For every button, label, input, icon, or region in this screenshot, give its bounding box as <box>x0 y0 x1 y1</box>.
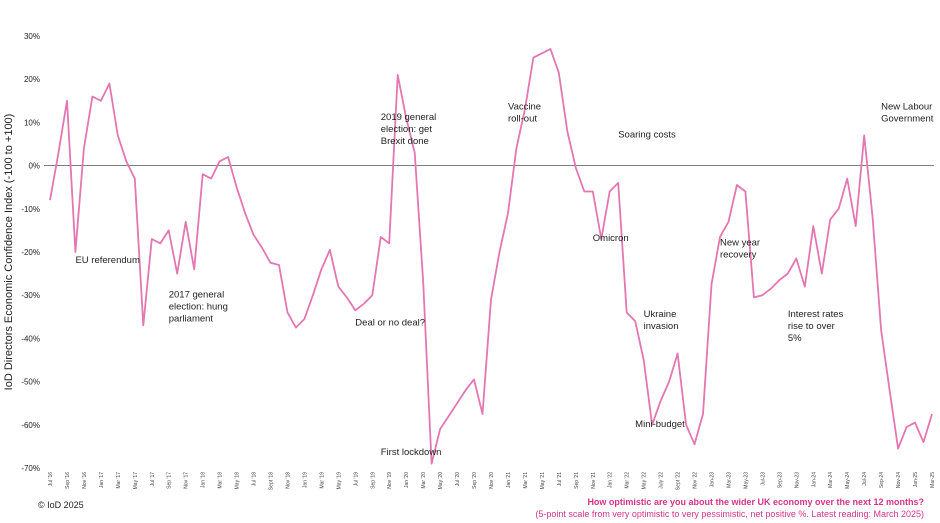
x-tick-label: Mar '18 <box>218 472 224 489</box>
x-tick-label: May '21 <box>540 472 546 490</box>
x-tick-label: Mar '22 <box>625 472 631 489</box>
y-tick-label: 20% <box>24 75 40 84</box>
x-tick-label: Jan '22 <box>608 472 614 488</box>
annotation: First lockdown <box>381 447 442 458</box>
x-tick-label: Nov '18 <box>285 472 291 489</box>
y-axis-ticks: 30% 20% 10% 0% -10% -20% -30% -40% -50% -60% -70% <box>21 32 40 473</box>
annotation: Omicron <box>593 233 629 244</box>
annotation: 2019 general election: get Brexit done <box>381 112 436 147</box>
x-tick-label: Mar '21 <box>523 472 529 489</box>
copyright: © IoD 2025 <box>38 500 84 510</box>
series-line <box>49 48 933 465</box>
annotation: Interest rates rise to over 5% <box>788 309 844 344</box>
annotation: Vaccine roll-out <box>508 101 541 124</box>
x-tick-label: Sept '18 <box>269 472 275 490</box>
x-tick-label: Jan-25 <box>913 472 919 488</box>
x-tick-label: Jan '19 <box>302 472 308 488</box>
x-tick-label: Sep-24 <box>879 472 885 488</box>
annotations: EU referendum 2017 general election: hung p… <box>75 101 933 458</box>
x-tick-label: May-23 <box>743 472 749 489</box>
x-tick-label: May-24 <box>845 472 851 489</box>
x-tick-label: Nov '17 <box>184 472 190 489</box>
y-tick-label: -60% <box>21 421 40 430</box>
annotation: Soaring costs <box>618 130 676 141</box>
y-tick-label: 10% <box>24 118 40 127</box>
annotation: EU referendum <box>75 255 140 266</box>
x-tick-label: May '20 <box>438 472 444 490</box>
x-tick-label: Jul '19 <box>353 472 359 487</box>
x-tick-label: May '19 <box>336 472 342 490</box>
survey-question: How optimistic are you about the wider U… <box>587 497 924 507</box>
x-tick-label: Jan '21 <box>506 472 512 488</box>
annotation: New Labour Government <box>881 101 934 124</box>
annotation: Deal or no deal? <box>355 317 425 328</box>
y-tick-label: -50% <box>21 378 40 387</box>
annotation: Ukraine invasion <box>644 309 679 332</box>
x-tick-label: Jan-23 <box>710 472 716 488</box>
x-tick-label: Mar-25 <box>930 472 936 488</box>
y-tick-label: -70% <box>21 464 40 473</box>
x-tick-label: Mar-24 <box>828 472 834 488</box>
x-tick-label: Jul '17 <box>150 472 156 487</box>
x-tick-label: Jul '21 <box>557 472 563 487</box>
x-tick-label: May '17 <box>133 472 139 490</box>
x-tick-label: Sep-23 <box>777 472 783 488</box>
x-tick-label: Nov '22 <box>693 472 699 489</box>
x-tick-label: Mar-23 <box>726 472 732 488</box>
x-tick-label: Sep '17 <box>167 472 173 489</box>
y-tick-label: 0% <box>28 162 40 171</box>
x-tick-label: Mar '20 <box>421 472 427 489</box>
x-tick-label: Nov-24 <box>896 472 902 488</box>
survey-subtitle: (5-point scale from very optimistic to v… <box>535 509 924 519</box>
x-tick-label: Nov '21 <box>591 472 597 489</box>
x-tick-label: Jul-23 <box>760 472 766 486</box>
x-tick-label: Sep '16 <box>65 472 71 489</box>
x-tick-label: Nov '20 <box>489 472 495 489</box>
x-tick-label: Jul '18 <box>252 472 258 487</box>
x-tick-label: Sep '20 <box>472 472 478 489</box>
x-tick-label: Sep '21 <box>574 472 580 489</box>
x-tick-label: May '18 <box>235 472 241 490</box>
x-tick-label: Mar '17 <box>116 472 122 489</box>
x-tick-label: Jul '16 <box>48 472 54 487</box>
y-tick-label: 30% <box>24 32 40 41</box>
x-tick-label: Nov '19 <box>387 472 393 489</box>
y-axis-label: IoD Directors Economic Confidence Index … <box>3 114 15 391</box>
x-tick-label: Jan '18 <box>201 472 207 488</box>
annotation: New year recovery <box>720 238 760 261</box>
y-tick-label: -20% <box>21 248 40 257</box>
x-tick-label: Jan-24 <box>811 472 817 488</box>
x-tick-label: Jan '17 <box>99 472 105 488</box>
x-tick-label: Jul-24 <box>862 472 868 486</box>
y-tick-label: -10% <box>21 205 40 214</box>
x-tick-label: Mar '19 <box>319 472 325 489</box>
x-tick-label: Nov-23 <box>794 472 800 488</box>
y-tick-label: -40% <box>21 334 40 343</box>
x-tick-label: Jul '20 <box>455 472 461 487</box>
annotation: 2017 general election: hung parliament <box>169 289 228 324</box>
x-tick-label: May '22 <box>642 472 648 490</box>
x-tick-label: Jan '20 <box>404 472 410 488</box>
x-tick-label: Sep '19 <box>370 472 376 489</box>
x-axis-ticks: Jul '16 Sep '16 Nov '16 Jan '17 Mar '17 May '… <box>48 472 936 490</box>
x-tick-label: July '22 <box>659 472 665 489</box>
annotation: Mini-budget <box>635 419 685 430</box>
x-tick-label: Sept '22 <box>676 472 682 490</box>
y-tick-label: -30% <box>21 291 40 300</box>
x-tick-label: Nov '16 <box>82 472 88 489</box>
